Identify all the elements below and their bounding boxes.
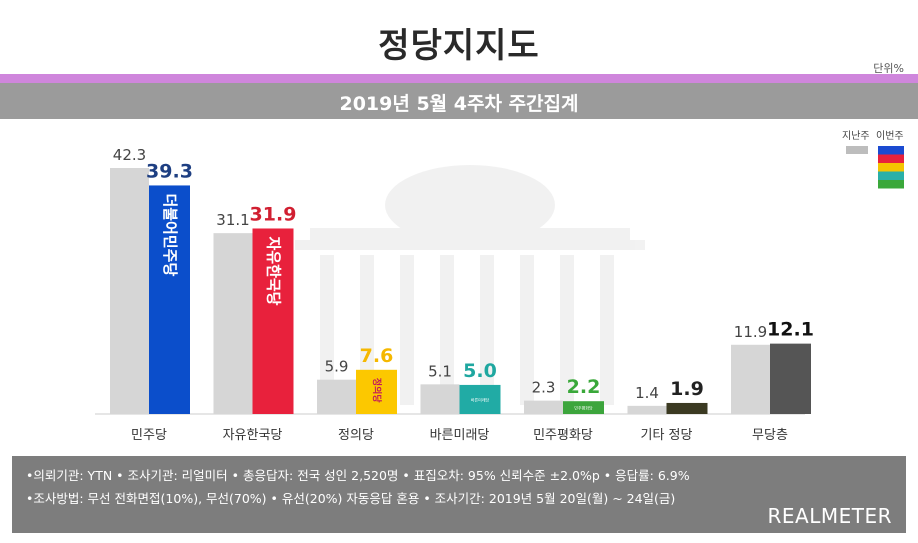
party-logo-2: 정의당	[371, 378, 383, 404]
legend-curr-swatch-1	[878, 154, 904, 163]
chart-subtitle: 2019년 5월 4주차 주간집계	[339, 93, 579, 115]
page-title: 정당지지도	[378, 26, 540, 66]
party-logo-4: 민주평화당	[574, 405, 593, 411]
subtitle-banner	[0, 83, 918, 119]
legend-curr-label: 이번주	[876, 130, 904, 142]
category-label-1: 자유한국당	[223, 428, 283, 443]
party-logo-3: 바른미래당	[471, 396, 490, 402]
brand-logo: REALMETER	[767, 504, 892, 528]
bar-curr-5	[666, 402, 708, 414]
bar-prev-5	[627, 405, 667, 414]
value-label-prev-0: 42.3	[113, 146, 146, 164]
category-label-5: 기타 정당	[641, 428, 693, 443]
value-label-prev-2: 5.9	[325, 358, 349, 376]
legend-prev-swatch	[846, 146, 868, 154]
bar-curr-1	[252, 228, 294, 414]
survey-info-line-1: •의뢰기관: YTN • 조사기관: 리얼미터 • 총응답자: 전국 성인 2,…	[26, 468, 690, 483]
legend-curr-swatch-2	[878, 163, 904, 172]
bar-prev-2	[317, 379, 356, 414]
bar-prev-0	[110, 168, 149, 414]
party-logo-1: 자유한국당	[265, 236, 283, 305]
category-label-6: 무당층	[752, 428, 788, 443]
bar-prev-6	[731, 344, 770, 414]
legend-prev-label: 지난주	[842, 130, 870, 142]
category-label-4: 민주평화당	[533, 428, 593, 443]
bar-curr-6	[770, 343, 811, 414]
bar-curr-2	[356, 369, 397, 414]
value-label-curr-5: 1.9	[670, 378, 704, 400]
category-label-3: 바른미래당	[430, 428, 490, 443]
bar-prev-4	[524, 400, 563, 414]
value-label-curr-6: 12.1	[767, 319, 814, 341]
value-label-curr-0: 39.3	[146, 160, 193, 182]
legend-curr-swatch-3	[878, 171, 904, 180]
legend-curr-swatch-0	[878, 146, 904, 155]
bar-curr-0	[149, 185, 190, 414]
bar-prev-1	[213, 233, 253, 414]
legend: 지난주 이번주	[842, 130, 904, 189]
value-label-prev-3: 5.1	[428, 362, 452, 380]
accent-stripe	[0, 74, 918, 83]
legend-curr-swatch-4	[878, 180, 904, 189]
survey-info-footer: •의뢰기관: YTN • 조사기관: 리얼미터 • 총응답자: 전국 성인 2,…	[12, 456, 906, 533]
value-label-curr-4: 2.2	[567, 376, 601, 398]
bar-curr-3	[459, 384, 501, 414]
value-label-prev-4: 2.3	[532, 379, 556, 397]
category-label-2: 정의당	[338, 428, 374, 443]
party-logo-0: 더불어민주당	[161, 193, 179, 276]
bar-prev-3	[420, 384, 460, 414]
category-label-0: 민주당	[131, 428, 167, 443]
value-label-prev-1: 31.1	[216, 211, 249, 229]
value-label-prev-5: 1.4	[635, 384, 659, 402]
value-label-curr-1: 31.9	[250, 203, 297, 225]
survey-info-line-2: •조사방법: 무선 전화면접(10%), 무선(70%) • 유선(20%) 자…	[26, 491, 676, 506]
value-label-prev-6: 11.9	[734, 323, 767, 341]
value-label-curr-2: 7.6	[360, 345, 394, 367]
bar-curr-4	[563, 401, 604, 414]
unit-label: 단위%	[873, 62, 904, 75]
assembly-building-watermark	[295, 165, 645, 405]
value-label-curr-3: 5.0	[463, 360, 497, 382]
